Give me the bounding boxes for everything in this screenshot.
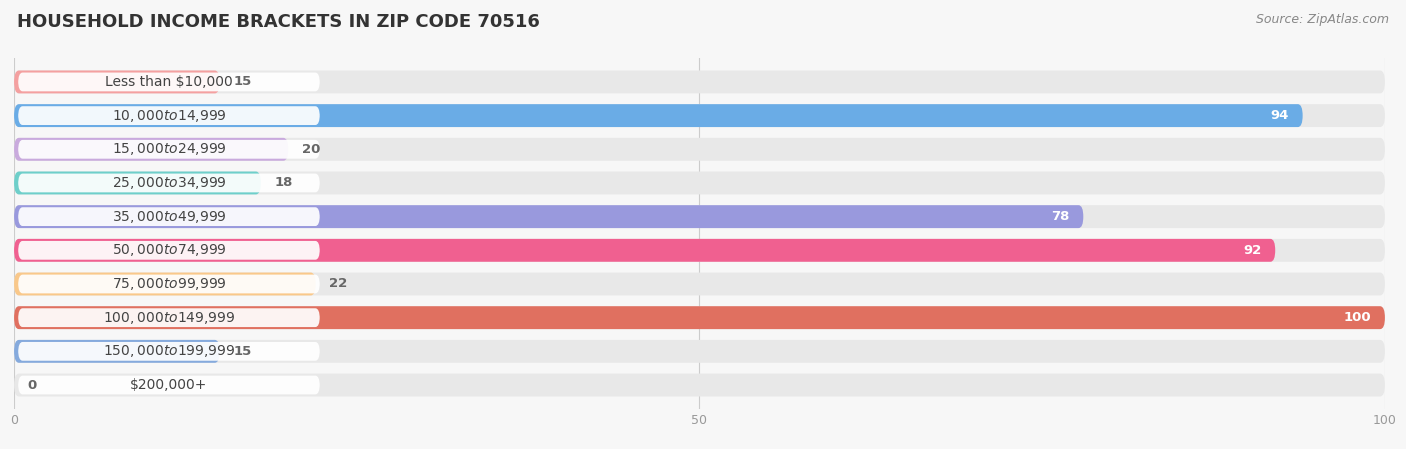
FancyBboxPatch shape — [18, 275, 319, 293]
Text: $50,000 to $74,999: $50,000 to $74,999 — [111, 242, 226, 258]
FancyBboxPatch shape — [18, 376, 319, 394]
Text: 92: 92 — [1243, 244, 1261, 257]
Text: 100: 100 — [1344, 311, 1371, 324]
Text: $15,000 to $24,999: $15,000 to $24,999 — [111, 141, 226, 157]
FancyBboxPatch shape — [18, 140, 319, 158]
Text: 0: 0 — [28, 379, 37, 392]
FancyBboxPatch shape — [14, 172, 1385, 194]
FancyBboxPatch shape — [14, 306, 1385, 329]
Text: 18: 18 — [274, 176, 292, 189]
Text: 22: 22 — [329, 277, 347, 291]
Text: $75,000 to $99,999: $75,000 to $99,999 — [111, 276, 226, 292]
FancyBboxPatch shape — [14, 340, 1385, 363]
FancyBboxPatch shape — [14, 205, 1084, 228]
FancyBboxPatch shape — [18, 106, 319, 125]
Text: 94: 94 — [1271, 109, 1289, 122]
Text: 15: 15 — [233, 75, 252, 88]
FancyBboxPatch shape — [14, 273, 1385, 295]
Text: Source: ZipAtlas.com: Source: ZipAtlas.com — [1256, 13, 1389, 26]
FancyBboxPatch shape — [14, 273, 315, 295]
FancyBboxPatch shape — [18, 174, 319, 192]
FancyBboxPatch shape — [14, 70, 219, 93]
FancyBboxPatch shape — [14, 104, 1303, 127]
FancyBboxPatch shape — [14, 340, 219, 363]
Text: 20: 20 — [302, 143, 321, 156]
FancyBboxPatch shape — [14, 239, 1275, 262]
FancyBboxPatch shape — [14, 70, 1385, 93]
Text: $10,000 to $14,999: $10,000 to $14,999 — [111, 108, 226, 123]
Text: Less than $10,000: Less than $10,000 — [105, 75, 233, 89]
FancyBboxPatch shape — [18, 73, 319, 91]
FancyBboxPatch shape — [14, 205, 1385, 228]
Text: $150,000 to $199,999: $150,000 to $199,999 — [103, 343, 235, 359]
Text: $25,000 to $34,999: $25,000 to $34,999 — [111, 175, 226, 191]
Text: $100,000 to $149,999: $100,000 to $149,999 — [103, 310, 235, 326]
FancyBboxPatch shape — [14, 374, 1385, 396]
Text: HOUSEHOLD INCOME BRACKETS IN ZIP CODE 70516: HOUSEHOLD INCOME BRACKETS IN ZIP CODE 70… — [17, 13, 540, 31]
FancyBboxPatch shape — [14, 172, 262, 194]
Text: $35,000 to $49,999: $35,000 to $49,999 — [111, 209, 226, 224]
FancyBboxPatch shape — [14, 239, 1385, 262]
FancyBboxPatch shape — [14, 306, 1385, 329]
Text: 78: 78 — [1052, 210, 1070, 223]
Text: $200,000+: $200,000+ — [131, 378, 208, 392]
FancyBboxPatch shape — [18, 207, 319, 226]
FancyBboxPatch shape — [18, 342, 319, 361]
FancyBboxPatch shape — [14, 138, 288, 161]
FancyBboxPatch shape — [18, 241, 319, 260]
FancyBboxPatch shape — [14, 104, 1385, 127]
FancyBboxPatch shape — [18, 308, 319, 327]
Text: 15: 15 — [233, 345, 252, 358]
FancyBboxPatch shape — [14, 138, 1385, 161]
